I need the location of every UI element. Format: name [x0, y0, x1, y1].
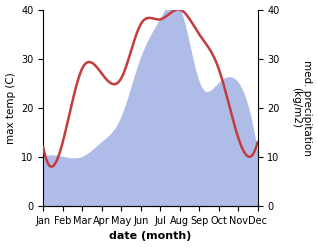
- Y-axis label: max temp (C): max temp (C): [5, 72, 16, 144]
- X-axis label: date (month): date (month): [109, 231, 192, 242]
- Y-axis label: med. precipitation
(kg/m2): med. precipitation (kg/m2): [291, 60, 313, 156]
